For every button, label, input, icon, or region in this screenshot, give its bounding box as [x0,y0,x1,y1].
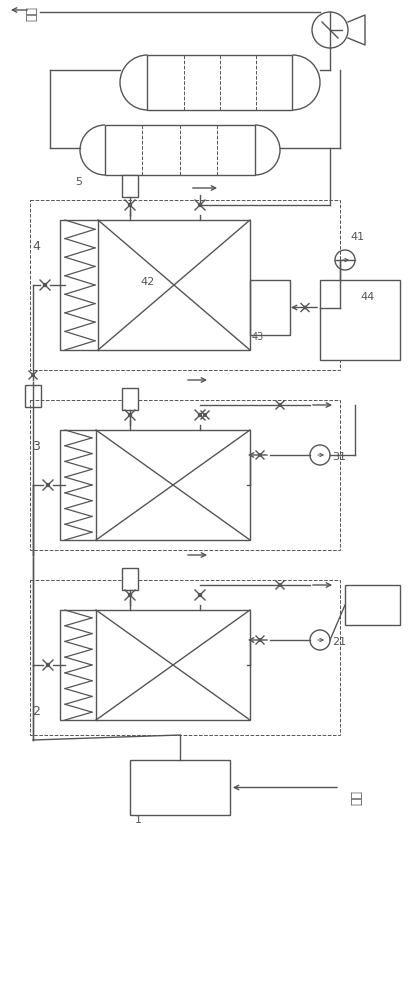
Circle shape [128,414,131,416]
Circle shape [303,306,306,309]
Bar [122,175,138,197]
Text: 5: 5 [75,177,82,187]
Bar [25,385,41,407]
Text: 43: 43 [252,332,264,342]
Circle shape [32,374,34,376]
Bar [30,200,339,370]
Bar [122,388,138,410]
Text: 出气: 出气 [25,6,38,21]
Bar [130,760,229,815]
Text: 1: 1 [135,815,142,825]
Circle shape [278,584,281,586]
Bar [319,280,399,360]
Bar [147,55,292,110]
Circle shape [278,404,281,406]
Bar [30,580,339,735]
Text: 4: 4 [32,240,40,253]
Circle shape [198,593,201,596]
Text: 42: 42 [139,277,154,287]
Text: 41: 41 [349,232,363,242]
Text: 21: 21 [331,637,345,647]
Bar [344,585,399,625]
Circle shape [258,639,261,641]
Circle shape [46,484,49,487]
Circle shape [128,204,131,207]
Text: 31: 31 [331,452,345,462]
Circle shape [128,593,131,596]
Circle shape [258,454,261,456]
Circle shape [198,414,201,416]
Bar [105,125,254,175]
Text: 3: 3 [32,440,40,453]
Circle shape [198,204,201,207]
Bar [122,568,138,590]
Bar [60,430,249,540]
Text: 44: 44 [359,292,373,302]
Bar [30,400,339,550]
Circle shape [43,284,46,286]
Bar [60,610,249,720]
Bar [60,220,249,350]
Circle shape [46,664,49,666]
Bar [249,280,289,335]
Circle shape [203,414,206,416]
Text: 2: 2 [32,705,40,718]
Text: 进气: 进气 [349,790,362,805]
